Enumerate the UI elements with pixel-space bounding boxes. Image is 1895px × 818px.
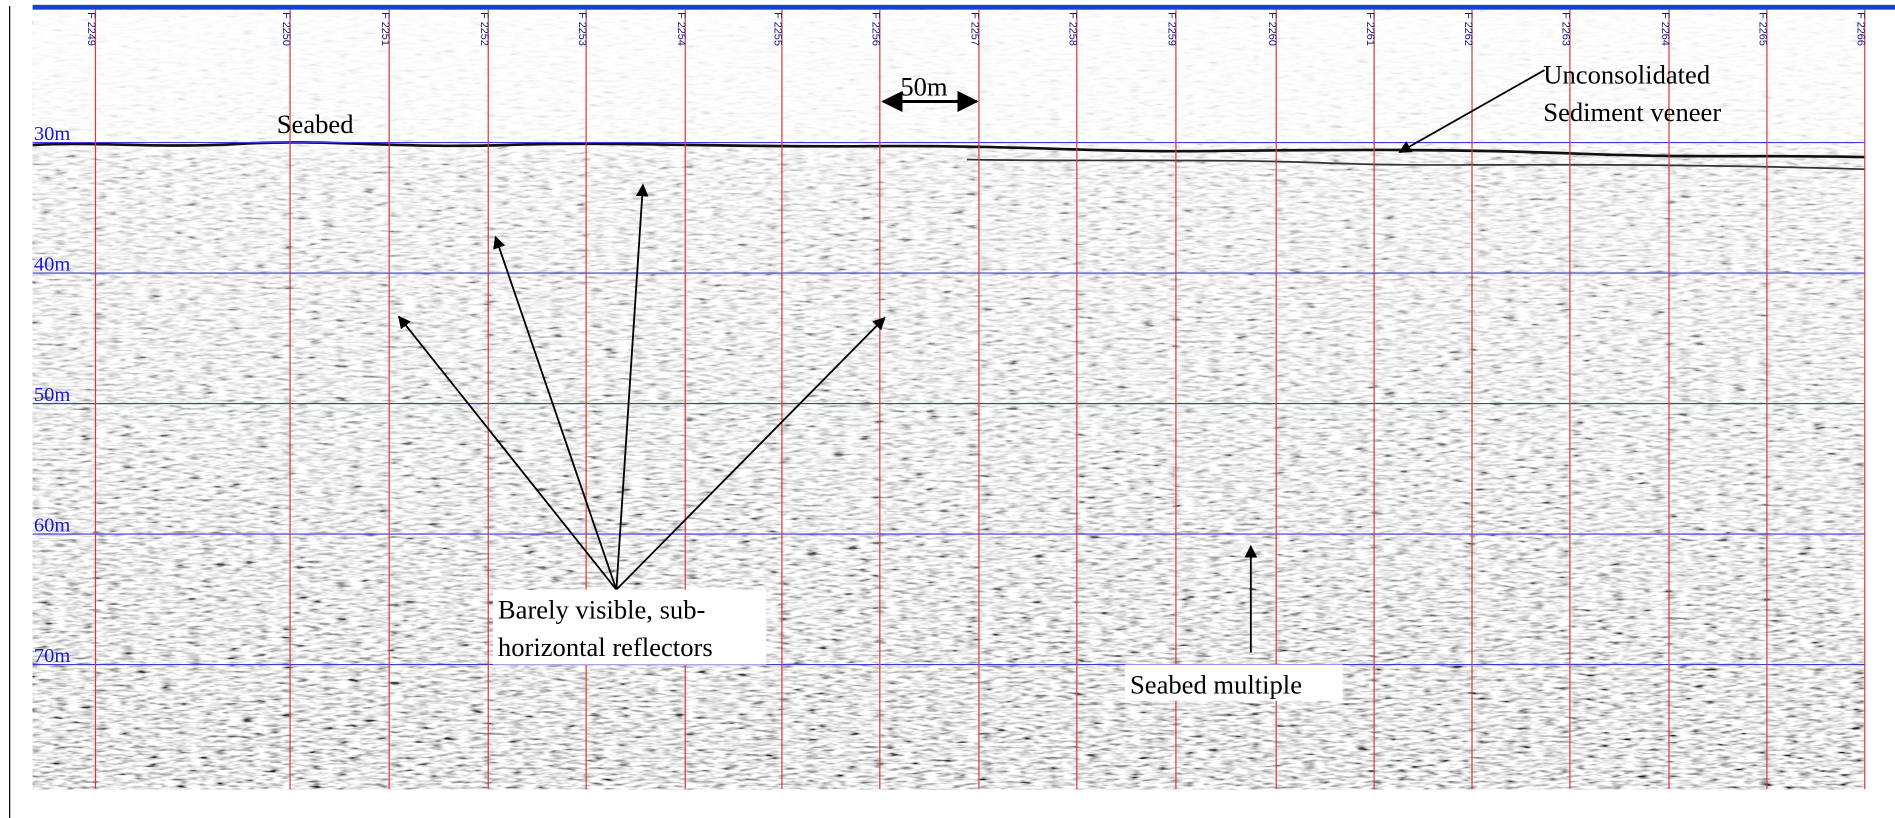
depth-label: 30m <box>34 123 71 145</box>
fix-label: F 2263 <box>1560 12 1572 46</box>
fix-label: F 2261 <box>1364 12 1376 46</box>
veneer-label: Sediment veneer <box>1543 97 1721 127</box>
seabed-label: Seabed <box>277 109 354 139</box>
noise-fade <box>32 9 1865 790</box>
fix-label: F 2265 <box>1757 12 1769 46</box>
fix-label: F 2250 <box>280 12 292 46</box>
fix-label: F 2253 <box>576 12 588 46</box>
depth-label: 40m <box>34 254 71 276</box>
fix-label: F 2256 <box>870 12 882 46</box>
fix-label: F 2252 <box>478 12 490 46</box>
arrow <box>493 235 618 590</box>
fix-label: F 2260 <box>1266 12 1278 46</box>
label-box <box>493 589 767 665</box>
multiple-label: Seabed multiple <box>1130 670 1302 700</box>
veneer-label: Unconsolidated <box>1543 59 1710 89</box>
arrow <box>615 183 649 590</box>
fix-label: F 2259 <box>1166 12 1178 46</box>
reflectors-label: horizontal reflectors <box>498 632 713 662</box>
fix-label: F 2254 <box>675 12 687 46</box>
fix-label: F 2264 <box>1659 12 1671 46</box>
arrow <box>615 316 886 591</box>
depth-label: 70m <box>34 645 71 667</box>
fix-label: F 2258 <box>1067 12 1079 46</box>
depth-label: 60m <box>34 515 71 537</box>
label-box <box>1125 664 1343 701</box>
fix-label: F 2262 <box>1462 12 1474 46</box>
veneer-arrow <box>1398 69 1545 154</box>
veneer-reflector <box>966 158 1865 171</box>
reflectors-label: Barely visible, sub- <box>498 595 705 625</box>
fix-label: F 2249 <box>85 12 97 46</box>
scale-label: 50m <box>900 71 948 101</box>
top-bar <box>32 4 1895 10</box>
depth-label: 50m <box>34 384 71 406</box>
fix-label: F 2251 <box>379 12 391 46</box>
fix-label: F 2255 <box>772 12 784 46</box>
reflector-arrows <box>398 183 886 591</box>
fix-label: F 2266 <box>1855 12 1867 46</box>
fix-label: F 2257 <box>969 12 981 46</box>
grid: 30m 40m 50m 60m 70m F 2249 F 2250 F 2251 F 2252 F… <box>32 9 1867 790</box>
arrow <box>398 315 618 591</box>
